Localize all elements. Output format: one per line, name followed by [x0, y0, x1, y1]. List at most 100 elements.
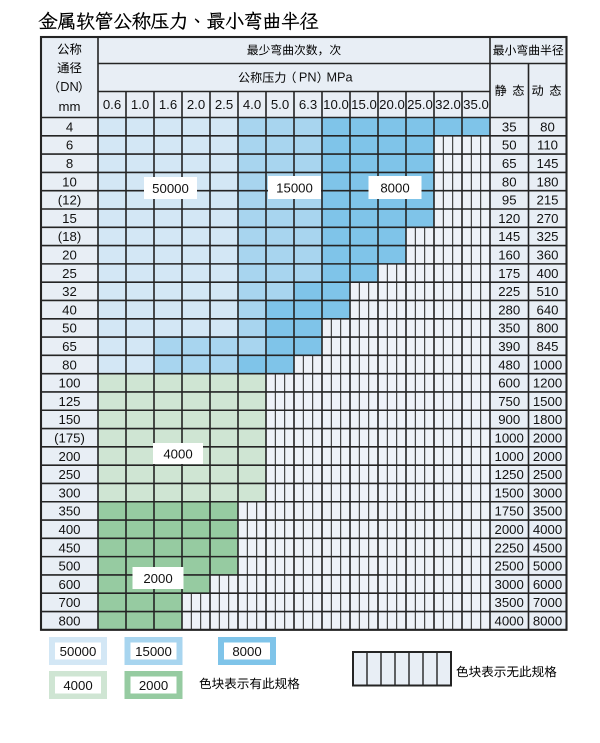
svg-text:125: 125	[58, 394, 80, 409]
svg-text:80: 80	[540, 119, 555, 134]
svg-text:50000: 50000	[60, 644, 97, 659]
svg-text:350: 350	[498, 321, 520, 336]
svg-text:700: 700	[58, 595, 80, 610]
svg-text:1250: 1250	[495, 467, 524, 482]
svg-text:2000: 2000	[533, 431, 562, 446]
svg-text:1000: 1000	[533, 357, 562, 372]
svg-text:6.3: 6.3	[299, 97, 317, 112]
svg-text:110: 110	[537, 138, 558, 153]
svg-text:600: 600	[498, 376, 520, 391]
svg-text:800: 800	[536, 321, 558, 336]
svg-text:510: 510	[536, 284, 558, 299]
svg-text:8000: 8000	[533, 614, 562, 629]
svg-text:1000: 1000	[495, 449, 524, 464]
svg-text:400: 400	[58, 522, 80, 537]
svg-text:5.0: 5.0	[271, 97, 289, 112]
svg-text:1200: 1200	[533, 376, 562, 391]
svg-text:250: 250	[58, 467, 80, 482]
svg-text:145: 145	[498, 229, 520, 244]
svg-text:32: 32	[62, 284, 77, 299]
svg-text:4000: 4000	[495, 614, 524, 629]
svg-text:4000: 4000	[533, 522, 562, 537]
svg-text:3500: 3500	[533, 504, 562, 519]
svg-text:300: 300	[58, 485, 80, 500]
svg-text:480: 480	[498, 357, 520, 372]
svg-text:3000: 3000	[495, 577, 524, 592]
svg-text:160: 160	[498, 248, 520, 263]
svg-text:180: 180	[536, 174, 558, 189]
svg-text:2.0: 2.0	[187, 97, 205, 112]
svg-text:4: 4	[66, 119, 73, 134]
svg-text:325: 325	[536, 229, 558, 244]
svg-text:DN: DN	[60, 79, 78, 94]
svg-text:80: 80	[62, 357, 77, 372]
svg-text:7000: 7000	[533, 595, 562, 610]
svg-text:PN: PN	[299, 71, 317, 85]
svg-text:215: 215	[536, 193, 558, 208]
svg-text:2000: 2000	[143, 571, 172, 586]
svg-text:1000: 1000	[495, 431, 524, 446]
svg-text:280: 280	[498, 302, 520, 317]
svg-text:750: 750	[498, 394, 520, 409]
svg-text:8000: 8000	[380, 180, 409, 195]
svg-text:95: 95	[502, 193, 517, 208]
svg-text:25: 25	[62, 266, 77, 281]
svg-text:25.0: 25.0	[407, 97, 433, 112]
svg-text:2000: 2000	[533, 449, 562, 464]
svg-text:225: 225	[498, 284, 520, 299]
svg-text:50000: 50000	[152, 181, 189, 196]
svg-text:8000: 8000	[232, 644, 261, 659]
svg-text:15000: 15000	[135, 644, 172, 659]
svg-text:2.5: 2.5	[215, 97, 233, 112]
svg-text:1.0: 1.0	[131, 97, 149, 112]
svg-text:1.6: 1.6	[159, 97, 177, 112]
svg-text:15.0: 15.0	[351, 97, 377, 112]
svg-text:50: 50	[62, 321, 77, 336]
svg-text:2500: 2500	[495, 559, 524, 574]
svg-text:mm: mm	[59, 99, 81, 114]
svg-text:80: 80	[502, 174, 517, 189]
svg-text:(175): (175)	[54, 431, 85, 446]
svg-text:175: 175	[498, 266, 520, 281]
svg-text:6: 6	[66, 138, 73, 153]
svg-text:900: 900	[498, 412, 520, 427]
svg-text:640: 640	[536, 302, 558, 317]
svg-text:0.6: 0.6	[103, 97, 121, 112]
svg-text:50: 50	[502, 138, 517, 153]
svg-text:1500: 1500	[495, 485, 524, 500]
svg-text:400: 400	[536, 266, 558, 281]
svg-text:600: 600	[58, 577, 80, 592]
svg-text:20: 20	[62, 248, 77, 263]
svg-text:5000: 5000	[533, 559, 562, 574]
svg-text:6000: 6000	[533, 577, 562, 592]
svg-text:65: 65	[62, 339, 77, 354]
svg-text:65: 65	[502, 156, 517, 171]
svg-text:8: 8	[66, 156, 73, 171]
svg-text:MPa: MPa	[326, 71, 353, 85]
svg-text:200: 200	[58, 449, 80, 464]
svg-text:(12): (12)	[58, 193, 81, 208]
svg-text:350: 350	[58, 504, 80, 519]
svg-text:120: 120	[498, 211, 520, 226]
svg-text:450: 450	[58, 540, 80, 555]
svg-text:1800: 1800	[533, 412, 562, 427]
svg-text:35.0: 35.0	[463, 97, 489, 112]
svg-text:15000: 15000	[276, 180, 313, 195]
svg-text:800: 800	[58, 614, 80, 629]
svg-text:10.0: 10.0	[323, 97, 349, 112]
svg-text:270: 270	[536, 211, 558, 226]
svg-text:2500: 2500	[533, 467, 562, 482]
svg-text:3500: 3500	[495, 595, 524, 610]
svg-text:20.0: 20.0	[379, 97, 405, 112]
svg-text:3000: 3000	[533, 485, 562, 500]
svg-text:360: 360	[536, 248, 558, 263]
svg-text:4000: 4000	[63, 678, 92, 693]
svg-text:15: 15	[62, 211, 77, 226]
svg-text:4000: 4000	[163, 446, 192, 461]
svg-text:35: 35	[502, 119, 517, 134]
svg-text:150: 150	[58, 412, 80, 427]
svg-text:500: 500	[58, 559, 80, 574]
svg-text:40: 40	[62, 302, 77, 317]
svg-text:390: 390	[498, 339, 520, 354]
svg-text:1500: 1500	[533, 394, 562, 409]
